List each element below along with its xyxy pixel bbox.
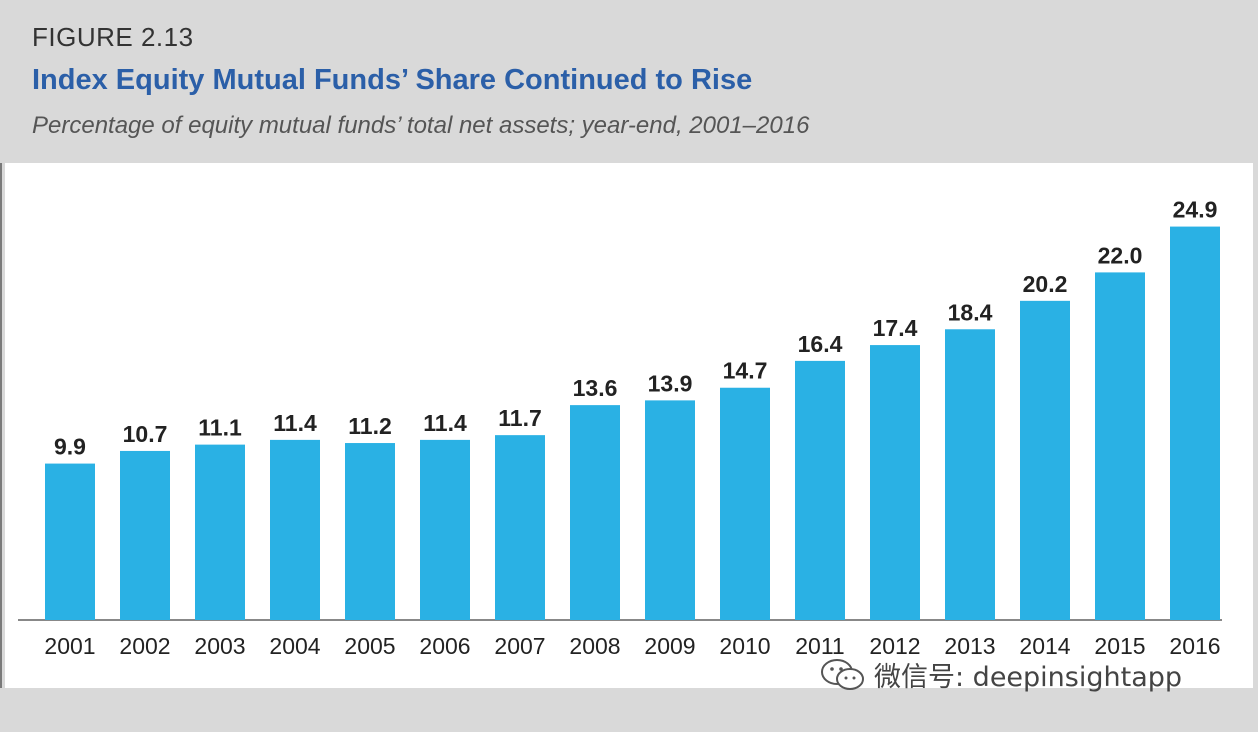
figure-label: FIGURE 2.13 — [32, 22, 194, 52]
x-tick-2006: 2006 — [419, 633, 470, 659]
x-tick-2014: 2014 — [1019, 633, 1070, 659]
bar-2011 — [795, 360, 845, 620]
x-tick-2010: 2010 — [719, 633, 770, 659]
bar-2012 — [870, 345, 920, 620]
bar-2008 — [570, 405, 620, 620]
value-label-2008: 13.6 — [573, 375, 618, 401]
x-tick-2015: 2015 — [1094, 633, 1145, 659]
wechat-icon — [820, 657, 866, 693]
bar-2010 — [720, 387, 770, 620]
figure-footer — [0, 688, 1258, 732]
bar-2006 — [420, 439, 470, 620]
x-tick-2001: 2001 — [44, 633, 95, 659]
x-tick-2007: 2007 — [494, 633, 545, 659]
bar-2004 — [270, 439, 320, 620]
value-label-2005: 11.2 — [348, 413, 392, 439]
bar-2005 — [345, 443, 395, 620]
chart-subtitle: Percentage of equity mutual funds’ total… — [32, 112, 810, 139]
value-label-2015: 22.0 — [1098, 242, 1143, 268]
x-tick-2016: 2016 — [1169, 633, 1220, 659]
value-label-2009: 13.9 — [648, 370, 693, 396]
value-label-2007: 11.7 — [498, 405, 542, 431]
chart-title: Index Equity Mutual Funds’ Share Continu… — [32, 64, 753, 96]
bar-2016 — [1170, 226, 1220, 620]
value-label-2006: 11.4 — [423, 410, 467, 436]
value-label-2003: 11.1 — [198, 415, 242, 441]
bar-2013 — [945, 329, 995, 620]
value-label-2011: 16.4 — [798, 331, 843, 357]
value-label-2014: 20.2 — [1023, 271, 1068, 297]
bar-2015 — [1095, 272, 1145, 620]
x-tick-2004: 2004 — [269, 633, 320, 659]
value-label-2013: 18.4 — [948, 299, 993, 325]
figure-header: FIGURE 2.13 Index Equity Mutual Funds’ S… — [0, 0, 1258, 163]
bar-2003 — [195, 444, 245, 620]
value-label-2012: 17.4 — [873, 315, 918, 341]
x-tick-2003: 2003 — [194, 633, 245, 659]
x-tick-2008: 2008 — [569, 633, 620, 659]
bar-2007 — [495, 435, 545, 620]
value-label-2016: 24.9 — [1173, 197, 1218, 223]
x-tick-2002: 2002 — [119, 633, 170, 659]
value-label-2004: 11.4 — [273, 410, 317, 436]
bar-2001 — [45, 463, 95, 620]
x-tick-2011: 2011 — [795, 633, 844, 659]
x-tick-2013: 2013 — [944, 633, 995, 659]
value-label-2002: 10.7 — [123, 421, 168, 447]
watermark-text: 微信号: deepinsightapp — [874, 662, 1183, 693]
bar-2002 — [120, 450, 170, 620]
value-label-2010: 14.7 — [723, 358, 768, 384]
watermark: 微信号: deepinsightapp — [820, 655, 1182, 694]
bar-2014 — [1020, 300, 1070, 620]
bar-2009 — [645, 400, 695, 620]
value-label-2001: 9.9 — [54, 434, 86, 460]
x-tick-2005: 2005 — [344, 633, 395, 659]
x-tick-2009: 2009 — [644, 633, 695, 659]
x-tick-2012: 2012 — [869, 633, 920, 659]
